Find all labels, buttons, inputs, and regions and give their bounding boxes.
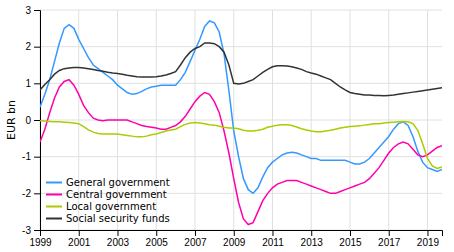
legend-swatch xyxy=(46,194,62,196)
legend-item: Central government xyxy=(46,189,167,200)
y-axis-tick: 3 xyxy=(25,5,40,16)
x-axis-tick-mark xyxy=(234,230,235,236)
x-axis-tick-mark xyxy=(195,230,196,236)
x-axis-tick: 2019 xyxy=(417,230,440,248)
grid xyxy=(40,10,442,230)
x-axis-tick: 2007 xyxy=(184,230,207,248)
x-axis-tick-label: 2005 xyxy=(146,237,169,248)
y-axis-tick-mark xyxy=(34,230,40,231)
y-axis-tick-label: 3 xyxy=(25,5,31,16)
legend-label: General government xyxy=(66,177,170,188)
series-line xyxy=(40,43,442,96)
plot: 1999200120032005200720092011201320152017… xyxy=(22,5,442,248)
legend-swatch xyxy=(46,206,62,208)
y-axis-tick-mark xyxy=(34,120,40,121)
y-axis-tick-label: 2 xyxy=(25,41,31,52)
x-axis-tick-label: 2003 xyxy=(107,237,130,248)
x-axis-tick-label: 2007 xyxy=(184,237,207,248)
legend-label: Central government xyxy=(66,189,167,200)
y-axis-tick: 1 xyxy=(25,78,40,89)
series-line xyxy=(40,21,442,193)
legend-swatch xyxy=(46,182,62,184)
legend-item: Local government xyxy=(46,201,156,212)
y-axis-tick-label: 0 xyxy=(25,115,31,126)
x-axis-tick: 2005 xyxy=(146,230,169,248)
y-axis-tick-mark xyxy=(34,157,40,158)
legend: General governmentCentral governmentLoca… xyxy=(46,177,170,224)
y-axis-tick-label: -1 xyxy=(22,151,31,162)
lines xyxy=(40,21,442,225)
y-axis: -3 -2 -1 0 1 2 3 xyxy=(22,5,40,236)
x-axis-tick-mark xyxy=(117,230,118,236)
grid-line-y xyxy=(40,10,442,11)
x-axis-tick: 2017 xyxy=(378,230,401,248)
x-axis-tick-label: 2009 xyxy=(223,237,246,248)
x-axis-tick-label: 1999 xyxy=(29,237,52,248)
x-axis-tick-label: 2015 xyxy=(339,237,362,248)
grid-line-y xyxy=(40,46,442,47)
y-axis-tick: 2 xyxy=(25,41,40,52)
y-axis-tick: -1 xyxy=(22,151,40,162)
y-axis-tick-label: 1 xyxy=(25,78,31,89)
x-axis-tick-mark xyxy=(272,230,273,236)
legend-label: Social security funds xyxy=(66,213,170,224)
legend-swatch xyxy=(46,218,62,220)
y-axis-tick: 0 xyxy=(25,115,40,126)
legend-item: General government xyxy=(46,177,170,188)
x-axis-tick: 2015 xyxy=(339,230,362,248)
legend-item: Social security funds xyxy=(46,213,170,224)
x-axis-tick-mark xyxy=(350,230,351,236)
y-axis-tick-label: -2 xyxy=(22,188,31,199)
x-axis-domain xyxy=(41,231,443,237)
y-axis-tick: -3 xyxy=(22,225,40,236)
x-axis-tick: 2011 xyxy=(262,230,284,248)
series-line xyxy=(40,80,442,225)
x-axis-tick-mark xyxy=(427,230,428,236)
y-axis-tick-mark xyxy=(34,10,40,11)
y-axis-tick-mark xyxy=(34,47,40,48)
y-axis-tick-mark xyxy=(34,193,40,194)
x-axis-tick: 2013 xyxy=(301,230,324,248)
x-axis-tick-label: 2013 xyxy=(301,237,324,248)
x-axis-tick-label: 2001 xyxy=(68,237,91,248)
chart: 1999200120032005200720092011201320152017… xyxy=(0,0,454,252)
x-axis-tick: 1999 xyxy=(29,230,52,248)
x-axis-tick: 2001 xyxy=(68,230,91,248)
x-axis-tick-label: 2017 xyxy=(378,237,401,248)
y-axis-domain xyxy=(34,11,41,231)
x-axis-tick-mark xyxy=(79,230,80,236)
legend-label: Local government xyxy=(66,201,156,212)
y-axis-tick: -2 xyxy=(22,188,40,199)
x-axis: 1999 2001 2003 2005 2007 2009 2011 2013 2015 2017… xyxy=(29,230,442,248)
x-axis-tick-label: 2011 xyxy=(262,237,284,248)
y-axis-tick-mark xyxy=(34,83,40,84)
x-axis-tick-mark xyxy=(311,230,312,236)
series-line xyxy=(40,121,442,169)
grid-line-y xyxy=(40,156,442,157)
x-axis-tick: 2003 xyxy=(107,230,130,248)
x-axis-tick: 2009 xyxy=(223,230,246,248)
x-axis-tick-mark xyxy=(156,230,157,236)
y-axis-title: EUR bn xyxy=(5,100,18,140)
x-axis-tick-label: 2019 xyxy=(417,237,440,248)
x-axis-tick-mark xyxy=(389,230,390,236)
y-axis-tick-label: -3 xyxy=(22,225,31,236)
